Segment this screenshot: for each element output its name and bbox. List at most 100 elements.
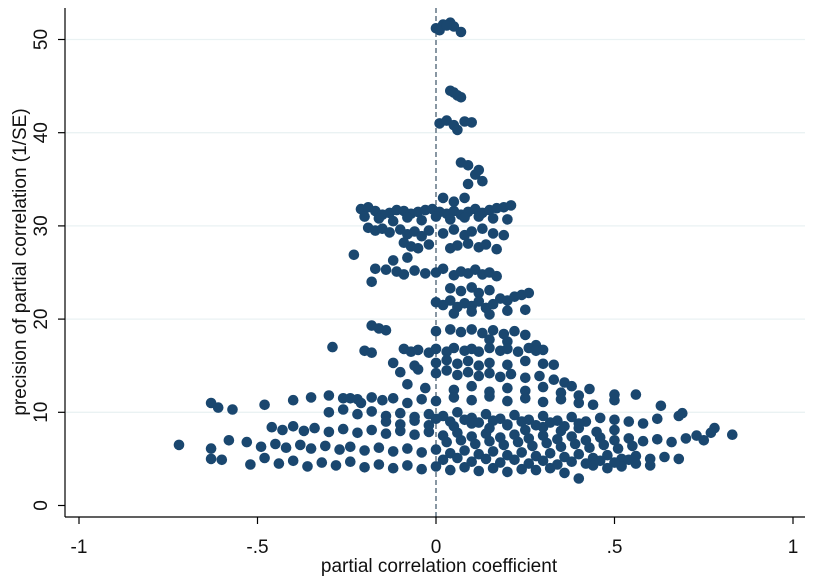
data-point bbox=[445, 295, 456, 306]
data-point bbox=[402, 397, 413, 409]
data-point bbox=[398, 269, 410, 280]
data-point bbox=[573, 418, 585, 429]
data-point bbox=[520, 372, 531, 384]
data-point bbox=[452, 124, 463, 136]
data-point bbox=[520, 329, 531, 341]
data-point bbox=[380, 325, 392, 336]
data-point bbox=[462, 160, 474, 171]
data-point bbox=[302, 461, 313, 472]
data-point bbox=[227, 404, 238, 415]
data-point bbox=[473, 346, 485, 358]
data-point bbox=[241, 436, 253, 448]
data-point bbox=[594, 455, 606, 467]
data-point bbox=[630, 389, 642, 400]
data-point bbox=[437, 454, 449, 466]
data-point bbox=[644, 460, 656, 471]
data-point bbox=[573, 448, 585, 460]
data-point bbox=[502, 214, 513, 225]
data-point bbox=[245, 459, 256, 470]
data-point bbox=[445, 283, 456, 294]
data-point bbox=[455, 435, 467, 446]
data-point bbox=[423, 225, 435, 236]
data-point bbox=[580, 458, 592, 469]
data-point bbox=[462, 238, 474, 249]
data-point bbox=[623, 416, 635, 427]
data-point bbox=[609, 394, 620, 406]
data-point bbox=[409, 429, 420, 441]
data-point bbox=[409, 265, 420, 276]
data-point bbox=[473, 164, 485, 176]
data-point bbox=[487, 446, 499, 457]
data-point bbox=[612, 443, 624, 454]
data-point bbox=[298, 425, 310, 437]
data-point bbox=[402, 379, 413, 390]
data-point bbox=[677, 407, 688, 419]
data-point bbox=[337, 423, 349, 435]
data-point bbox=[566, 456, 577, 468]
data-point bbox=[448, 342, 460, 354]
data-point bbox=[459, 192, 470, 204]
data-point bbox=[487, 325, 499, 336]
data-point bbox=[462, 178, 474, 190]
data-point bbox=[484, 342, 495, 354]
data-point bbox=[430, 343, 442, 355]
data-point bbox=[409, 415, 420, 427]
data-point bbox=[573, 390, 585, 401]
data-point bbox=[402, 460, 413, 471]
data-point bbox=[477, 327, 488, 339]
data-point bbox=[573, 473, 585, 484]
data-point bbox=[330, 460, 342, 471]
data-point bbox=[594, 412, 606, 424]
data-point bbox=[623, 454, 635, 466]
data-point bbox=[487, 228, 499, 239]
data-point bbox=[205, 443, 217, 454]
data-point bbox=[366, 392, 378, 403]
data-point bbox=[412, 364, 424, 375]
data-point bbox=[505, 200, 517, 211]
data-point bbox=[520, 424, 531, 436]
data-point bbox=[441, 354, 453, 366]
data-point bbox=[602, 449, 613, 461]
x-tick-label: -1 bbox=[71, 537, 88, 558]
data-point bbox=[345, 456, 356, 468]
x-tick-label: .5 bbox=[607, 537, 623, 558]
data-point bbox=[462, 366, 474, 378]
data-point bbox=[555, 441, 567, 453]
data-point bbox=[512, 436, 524, 448]
data-point bbox=[459, 212, 470, 223]
data-point bbox=[380, 416, 392, 427]
data-point bbox=[455, 326, 467, 338]
data-point bbox=[420, 268, 431, 279]
data-point bbox=[473, 211, 485, 222]
x-axis-title: partial correlation coefficient bbox=[321, 556, 558, 577]
data-point bbox=[437, 192, 449, 204]
data-point bbox=[473, 296, 485, 307]
data-point bbox=[445, 464, 456, 476]
data-point bbox=[387, 462, 399, 474]
data-point bbox=[280, 442, 292, 454]
data-point bbox=[584, 442, 595, 454]
data-point bbox=[287, 455, 299, 467]
y-tick-label: 10 bbox=[31, 402, 52, 423]
data-point bbox=[487, 462, 499, 474]
data-point bbox=[173, 439, 185, 451]
data-point bbox=[573, 397, 585, 409]
data-point bbox=[480, 408, 492, 420]
data-point bbox=[455, 26, 467, 38]
data-point bbox=[541, 437, 552, 449]
data-point bbox=[387, 393, 399, 404]
data-point bbox=[530, 464, 542, 476]
data-point bbox=[445, 214, 456, 225]
data-point bbox=[487, 213, 499, 224]
data-point bbox=[516, 416, 527, 427]
data-point bbox=[455, 285, 467, 297]
data-point bbox=[637, 418, 649, 429]
data-point bbox=[609, 435, 620, 446]
data-point bbox=[380, 264, 392, 276]
data-point bbox=[441, 20, 453, 31]
data-point bbox=[395, 366, 406, 378]
data-point bbox=[205, 453, 217, 465]
data-point bbox=[509, 454, 520, 466]
data-point bbox=[587, 399, 599, 411]
